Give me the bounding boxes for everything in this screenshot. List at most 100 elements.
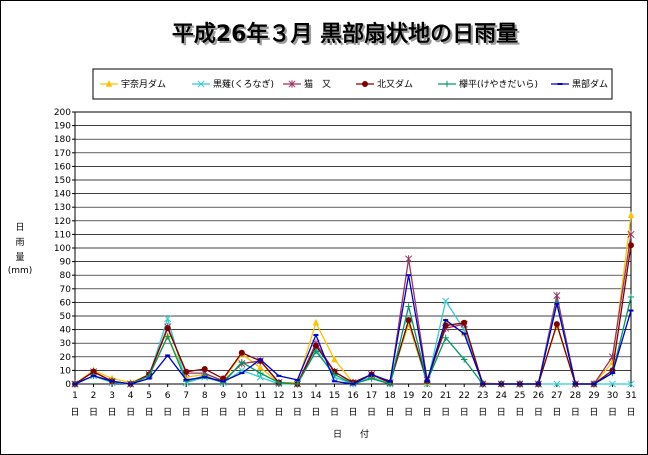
data-point [90,368,97,375]
x-tick-unit: 日 [608,407,617,418]
legend-entry: 欅平(けやきだいら) [438,79,538,90]
marker-shape [294,378,300,381]
legend-entry: 猫 又 [283,78,331,90]
data-point [405,255,413,263]
y-axis-title: 日雨量 (mm) [8,222,33,276]
marker-shape [197,80,205,88]
marker-shape [202,376,208,379]
x-tick-unit: 日 [70,407,79,418]
marker-shape [239,372,245,375]
x-tick-label: 2 [91,391,97,401]
x-tick-unit: 日 [404,407,413,418]
marker-shape [517,383,523,385]
y-tick-label: 150 [54,176,71,186]
y-tick-label: 100 [54,244,71,254]
legend-entry: 宇奈月ダム [100,78,166,90]
x-tick-label: 18 [384,391,396,401]
marker-shape [442,297,450,305]
data-point [275,379,283,386]
series-6 [72,274,634,385]
y-tick-label: 0 [65,380,71,390]
x-tick-unit: 日 [237,407,246,418]
marker-shape [220,380,226,383]
data-point [442,297,450,305]
data-point [553,380,561,388]
x-tick-unit: 日 [534,407,543,418]
marker-shape [350,383,356,385]
marker-shape [461,319,468,326]
y-tick-label: 60 [60,298,72,308]
x-tick-unit: 日 [478,407,487,418]
data-point [627,380,635,388]
data-point [183,378,189,381]
data-point [591,383,597,385]
data-point [238,359,245,366]
x-tick-unit: 日 [145,407,154,418]
legend-label: 猫 又 [304,78,331,90]
legend-marker [197,80,205,88]
x-tick-label: 20 [421,391,433,401]
x-tick-unit: 日 [219,407,228,418]
legend-entry: 黒薙(くろなぎ) [192,78,274,90]
x-tick-unit: 日 [626,407,635,418]
marker-shape [362,81,368,87]
y-axis-title-part: 日 [15,222,24,233]
data-point [442,334,449,341]
x-tick-label: 9 [220,391,226,401]
legend-entry: 北又ダム [356,78,413,90]
data-point [331,355,338,363]
x-tick-label: 3 [109,391,115,401]
data-point [331,380,337,383]
data-point [405,317,412,324]
data-point [239,372,245,375]
marker-shape [90,368,97,375]
data-point [312,342,319,349]
x-tick-label: 23 [477,391,488,401]
data-point [424,380,430,383]
x-tick-label: 29 [588,391,600,401]
data-point [553,291,561,300]
x-tick-label: 12 [273,391,284,401]
data-point [369,373,375,376]
marker-shape [312,318,320,326]
legend-marker [557,83,563,85]
y-tick-label: 70 [60,285,72,295]
x-tick-label: 10 [236,391,248,401]
x-tick-unit: 日 [182,407,191,418]
y-tick-label: 130 [54,203,71,213]
data-point [572,383,578,385]
legend-entry: 黒部ダム [551,78,608,90]
data-point [627,230,635,239]
data-point [535,383,541,385]
y-tick-label: 120 [54,217,71,227]
legend-label: 黒部ダム [572,78,608,90]
data-point [517,383,523,385]
marker-shape [256,373,264,381]
data-point [480,383,486,385]
data-point [276,374,282,377]
data-point [368,375,375,382]
x-tick-label: 13 [292,391,303,401]
marker-shape [257,358,263,361]
data-point [553,321,560,328]
data-point [461,332,467,335]
marker-shape [91,374,97,377]
x-tick-unit: 日 [515,407,524,418]
legend-marker [105,80,113,87]
data-point [202,376,208,379]
x-tick-unit: 日 [293,407,302,418]
marker-shape [369,373,375,376]
series-layer [71,211,635,388]
marker-shape [591,383,597,385]
data-point [201,366,208,373]
x-tick-label: 17 [366,391,377,401]
data-point [91,374,97,377]
data-point [257,363,264,371]
legend-label: 北又ダム [377,78,413,90]
data-point [498,383,504,385]
marker-shape [164,325,171,332]
marker-shape [572,383,578,385]
data-point [165,354,171,357]
legend-label: 黒薙(くろなぎ) [213,78,274,90]
marker-shape [105,80,113,87]
